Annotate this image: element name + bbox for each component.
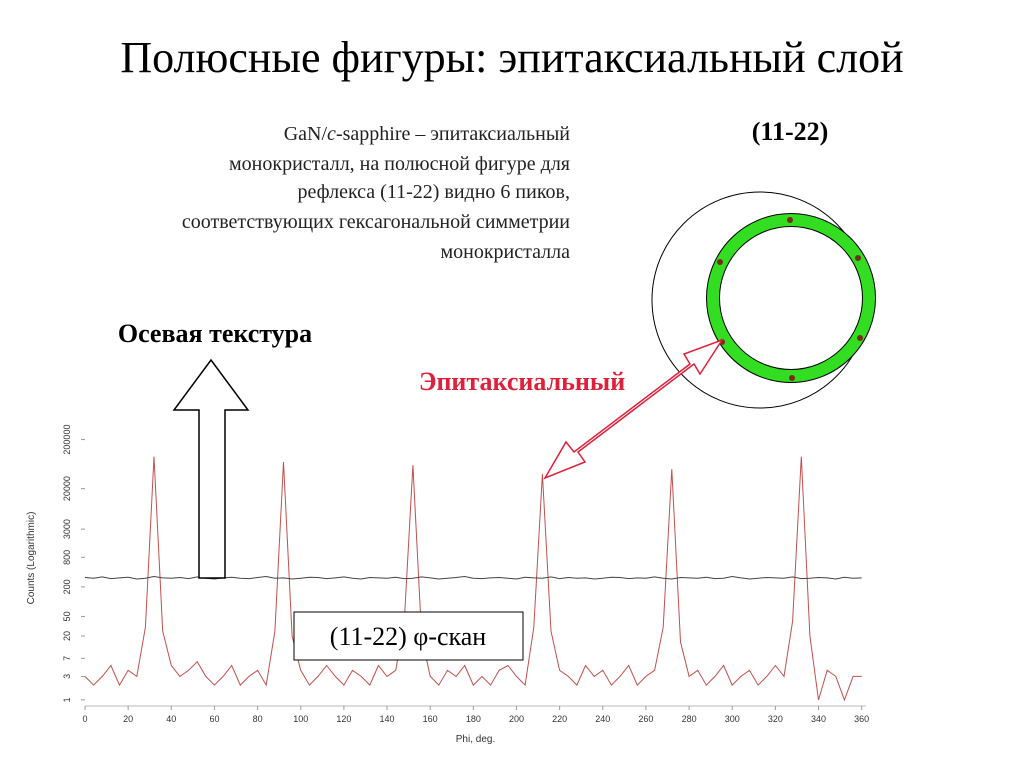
description-line: рефлекса (11-22) видно 6 пиков, [298, 181, 570, 203]
x-tick-label: 280 [682, 714, 697, 724]
peak-dot [857, 335, 863, 341]
y-tick-label: 20000 [62, 476, 72, 501]
peak-dot [787, 217, 793, 223]
description-line: монокристалл, на полюсной фигуре для [229, 153, 570, 175]
peak-dot [789, 375, 795, 381]
phi-scan-chart: 1 3 7 20 50 200 800 3000 20000 200000 0 20 40 60 80 100… [26, 410, 869, 745]
x-tick-label: 220 [552, 714, 567, 724]
y-tick-label: 800 [62, 550, 72, 565]
text-run: GaN/ [284, 123, 328, 145]
x-tick-label: 140 [380, 714, 395, 724]
description-line: GaN/c-sapphire – эпитаксиальный [284, 123, 571, 145]
description-line: монокристалла [440, 241, 570, 263]
scan-label-box [293, 611, 524, 661]
description-line: соответствующих гексагональной симметрии [182, 211, 570, 233]
x-tick-label: 260 [638, 714, 653, 724]
x-axis-title: Phi, deg. [456, 734, 495, 745]
series-line [84, 575, 862, 580]
y-tick-label: 1 [62, 697, 72, 702]
x-tick-label: 0 [82, 714, 87, 724]
x-tick-label: 100 [293, 714, 308, 724]
y-axis-title: Counts (Logarithmic) [26, 512, 37, 605]
y-tick-label: 200 [62, 579, 72, 594]
epitaxial-label: Эпитаксиальный [419, 367, 625, 396]
y-tick-label: 7 [62, 656, 72, 661]
x-tick-label: 340 [811, 714, 826, 724]
text-run: c [327, 123, 336, 145]
x-tick-label: 360 [854, 714, 869, 724]
double-arrow [543, 338, 724, 480]
x-tick-label: 320 [768, 714, 783, 724]
text-run: -sapphire – эпитаксиальный [336, 123, 570, 145]
x-tick-label: 160 [423, 714, 438, 724]
up-arrow [172, 358, 250, 579]
peak-dot [855, 255, 861, 261]
x-tick-label: 300 [725, 714, 740, 724]
y-tick-label: 200000 [62, 425, 72, 455]
x-tick-label: 20 [123, 714, 133, 724]
y-tick-label: 3 [62, 674, 72, 679]
x-tick-label: 60 [209, 714, 219, 724]
scan-label: (11-22) φ-скан [330, 622, 486, 651]
slide-title: Полюсные фигуры: эпитаксиальный слой [120, 33, 903, 82]
x-tick-label: 40 [166, 714, 176, 724]
x-tick-label: 180 [466, 714, 481, 724]
series-line [84, 456, 862, 702]
y-tick-label: 50 [62, 611, 72, 621]
y-tick-label: 3000 [62, 519, 72, 539]
x-tick-label: 240 [595, 714, 610, 724]
x-tick-label: 200 [509, 714, 524, 724]
pole-figure-label: (11-22) [752, 117, 829, 146]
peak-dot [717, 259, 723, 265]
x-tick-label: 80 [253, 714, 263, 724]
axial-texture-label: Осевая текстура [118, 319, 312, 348]
x-tick-label: 120 [336, 714, 351, 724]
y-tick-label: 20 [62, 631, 72, 641]
